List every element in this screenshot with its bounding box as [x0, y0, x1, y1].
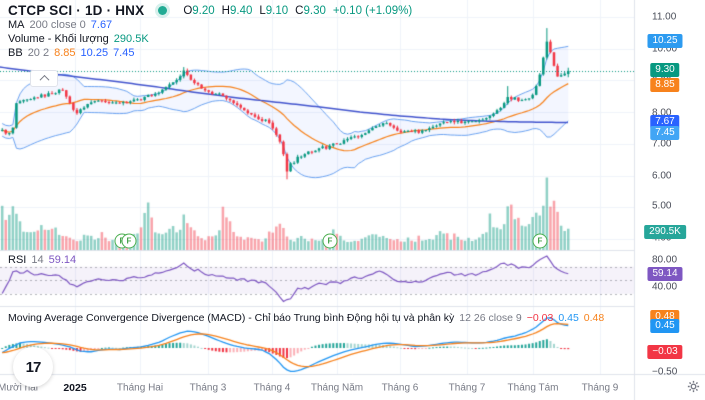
- low-value: 9.10: [265, 4, 289, 17]
- collapse-pane-button[interactable]: [30, 70, 58, 87]
- symbol-title[interactable]: CTCP SCI · 1D · HNX: [8, 3, 145, 18]
- open-value: 9.20: [192, 4, 215, 17]
- tradingview-logo[interactable]: 17: [13, 347, 53, 387]
- change-value: +0.10 (+1.09%): [332, 4, 413, 17]
- gear-icon[interactable]: [687, 380, 700, 398]
- macd-line-value: 0.45: [558, 312, 579, 324]
- chevron-up-icon: [39, 74, 49, 85]
- high-value: 9.40: [229, 4, 253, 17]
- ma-value: 7.67: [90, 19, 113, 31]
- ohlc-values: O9.20 H9.40 L9.10 C9.30 +0.10 (+1.09%): [183, 4, 413, 17]
- rsi-value: 59.14: [48, 254, 77, 266]
- rsi-legend-row[interactable]: RSI 14 59.14: [8, 254, 77, 266]
- market-status-icon[interactable]: [158, 6, 168, 15]
- bb-lower-value: 7.45: [113, 47, 135, 59]
- macd-legend-row[interactable]: Moving Average Convergence Divergence (M…: [8, 312, 605, 324]
- bb-basis-value: 8.85: [54, 47, 76, 59]
- rsi-pane[interactable]: [0, 251, 634, 306]
- volume-value: 290.5K: [113, 33, 149, 45]
- volume-legend-row[interactable]: Volume - Khối lượng 290.5K: [8, 33, 149, 45]
- bb-legend-row[interactable]: BB 20 2 8.85 10.25 7.45: [8, 47, 135, 59]
- ma-legend-row[interactable]: MA 200 close 0 7.67: [8, 19, 113, 31]
- close-value: 9.30: [303, 4, 326, 17]
- chart-legend: CTCP SCI · 1D · HNX O9.20 H9.40 L9.10 C9…: [8, 3, 412, 60]
- macd-signal-value: 0.48: [583, 312, 605, 324]
- bb-upper-value: 10.25: [80, 47, 109, 59]
- macd-hist-value: −0.03: [526, 312, 554, 324]
